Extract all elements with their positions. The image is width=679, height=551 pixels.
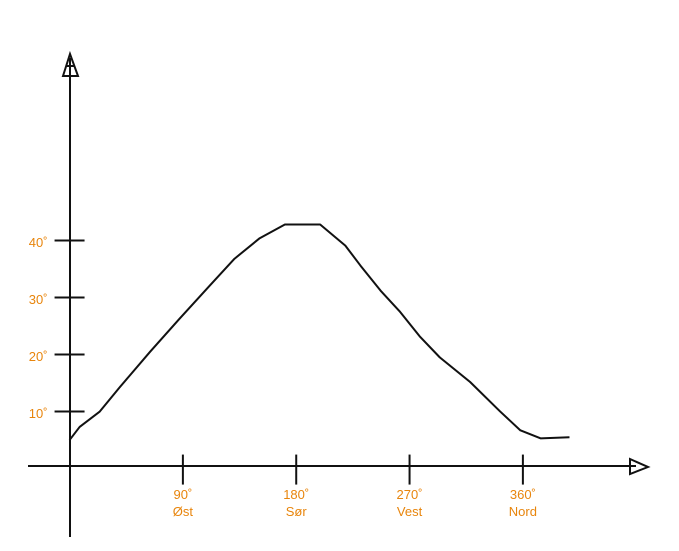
y-tick-label: 40˚ <box>29 235 48 250</box>
y-tick-label: 10˚ <box>29 406 48 421</box>
x-axis-arrow <box>629 457 651 476</box>
x-tick-name: Vest <box>397 504 423 519</box>
axes <box>28 50 651 537</box>
y-tick-label: 30˚ <box>29 292 48 307</box>
x-tick-label: 360˚ <box>510 487 536 502</box>
x-tick-label: 270˚ <box>397 487 423 502</box>
x-tick-label: 90˚ <box>173 487 192 502</box>
x-tick-name: Nord <box>509 504 537 519</box>
x-tick-name: Sør <box>286 504 308 519</box>
x-tick-label: 180˚ <box>283 487 309 502</box>
line <box>68 223 570 441</box>
y-tick-label: 20˚ <box>29 349 48 364</box>
x-tick-name: Øst <box>173 504 194 519</box>
y-axis-arrow <box>61 50 80 77</box>
